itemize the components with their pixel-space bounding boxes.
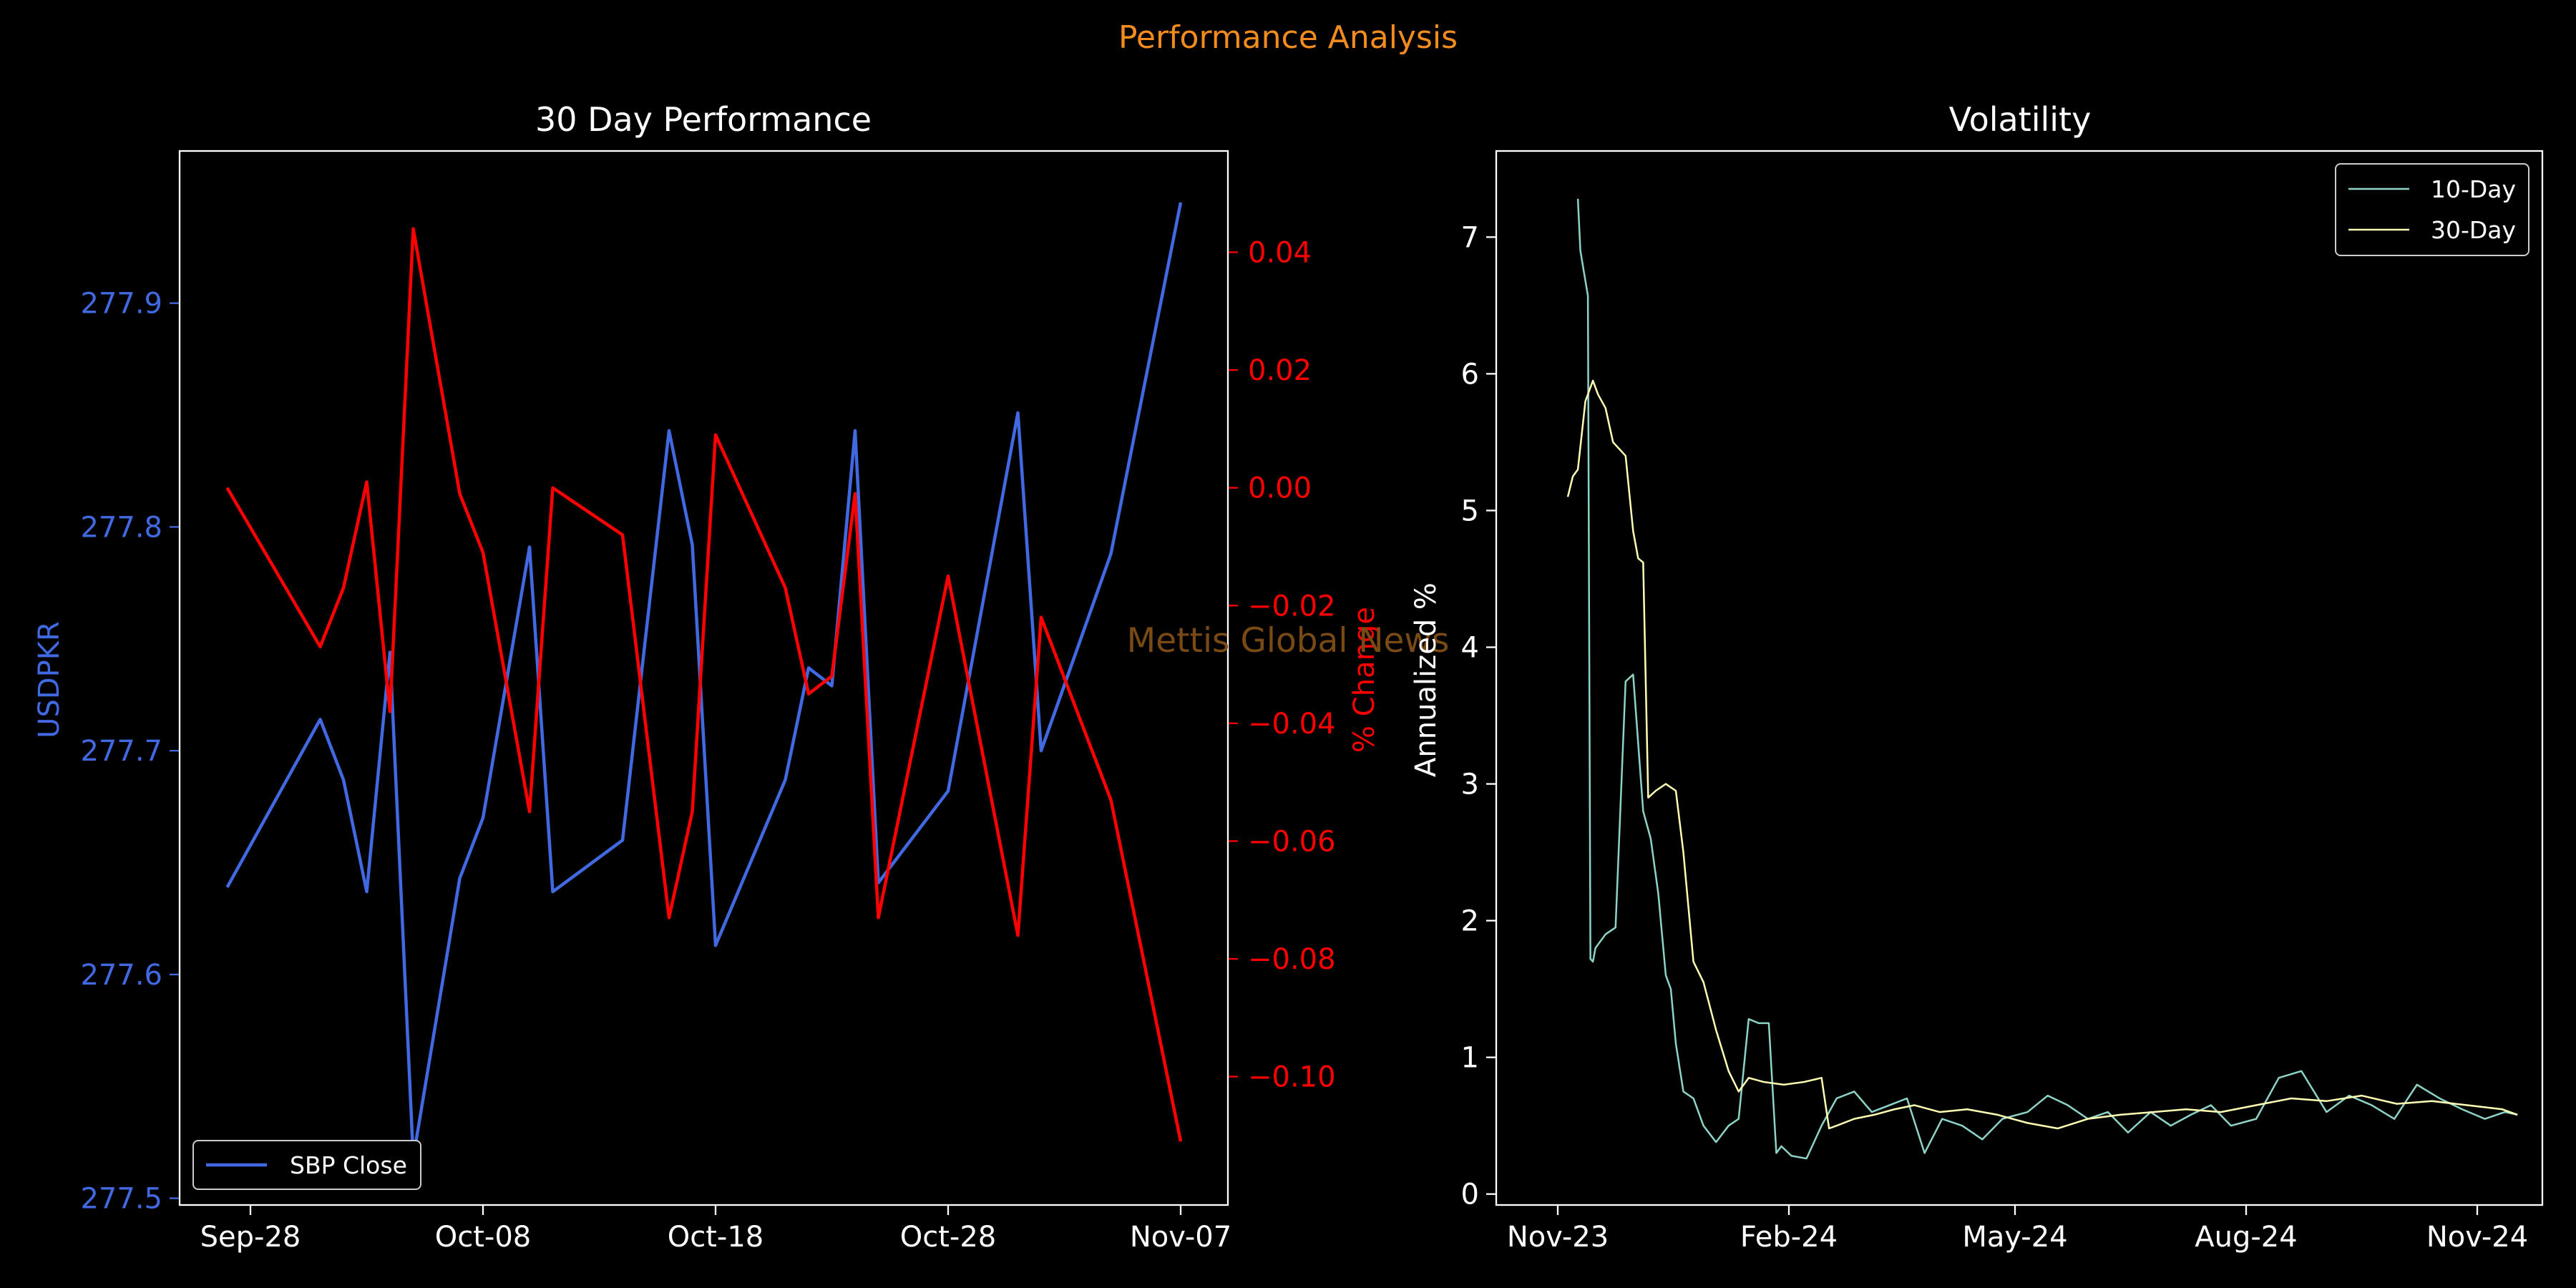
y-tick-label: 3 xyxy=(1461,769,1479,801)
y2-tick-label: 0.02 xyxy=(1248,354,1312,387)
series-line-sbp-close xyxy=(225,202,1183,1160)
performance-legend: SBP Close xyxy=(192,1140,421,1190)
volatility-panel: Volatility Annualized % Nov-23 Feb-24 May-… xyxy=(1410,100,2544,1254)
volatility-lines xyxy=(1566,198,2518,1160)
volatility-plot-frame xyxy=(1495,150,2544,1206)
series-line-10-day xyxy=(1576,198,2518,1160)
series-line-30-day xyxy=(1566,379,2518,1130)
volatility-ticks: Nov-23 Feb-24 May-24 Aug-24 Nov-24 0 1 2 3 4 5 6 7 xyxy=(1461,221,2529,1254)
x-tick-label: Feb-24 xyxy=(1740,1221,1838,1254)
y2-tick-label: 0.00 xyxy=(1248,472,1312,505)
volatility-title: Volatility xyxy=(1949,100,2092,139)
y2-tick-label: −0.02 xyxy=(1248,590,1336,623)
x-tick-label: May-24 xyxy=(1962,1221,2067,1254)
x-tick-label: Nov-07 xyxy=(1130,1221,1231,1254)
legend-label-10-day: 10-Day xyxy=(2431,175,2516,203)
legend-box xyxy=(192,1140,421,1190)
y2-tick-label: −0.04 xyxy=(1248,708,1336,741)
volatility-legend: 10-Day 30-Day xyxy=(2335,163,2529,256)
performance-ticks: Sep-28 Oct-08 Oct-18 Oct-28 Nov-07 277.5 277.6… xyxy=(80,237,1335,1254)
series-line-pct-change xyxy=(225,227,1183,1142)
y2-tick-label: −0.08 xyxy=(1248,943,1336,976)
y2-tick-label: 0.04 xyxy=(1248,237,1312,270)
pct-change-axis-label: % Change xyxy=(1348,607,1381,753)
y2-tick-label: −0.06 xyxy=(1248,825,1336,858)
y-tick-label: 277.8 xyxy=(80,511,162,544)
x-tick-label: Oct-28 xyxy=(900,1221,997,1254)
watermark: Mettis Global News xyxy=(1127,621,1450,660)
y-tick-label: 4 xyxy=(1461,632,1479,665)
annualized-axis-label: Annualized % xyxy=(1410,582,1443,777)
x-tick-label: Nov-24 xyxy=(2426,1221,2528,1254)
x-tick-label: Nov-23 xyxy=(1507,1221,1609,1254)
y-tick-label: 277.6 xyxy=(80,959,162,992)
performance-lines xyxy=(225,202,1183,1160)
y-tick-label: 277.5 xyxy=(80,1183,162,1216)
x-tick-label: Sep-28 xyxy=(200,1221,301,1254)
y-tick-label: 0 xyxy=(1461,1179,1479,1211)
y-tick-label: 6 xyxy=(1461,358,1479,391)
legend-label-sbp-close: SBP Close xyxy=(290,1151,407,1179)
x-tick-label: Aug-24 xyxy=(2195,1221,2297,1254)
usdpkr-axis-label: USDPKR xyxy=(33,621,66,738)
performance-title: 30 Day Performance xyxy=(535,100,872,139)
y2-tick-label: −0.10 xyxy=(1248,1061,1336,1094)
y-tick-label: 277.9 xyxy=(80,288,162,321)
x-tick-label: Oct-18 xyxy=(668,1221,764,1254)
performance-plot-frame xyxy=(178,150,1229,1206)
chart-suptitle: Performance Analysis xyxy=(1118,19,1458,56)
legend-label-30-day: 30-Day xyxy=(2431,216,2516,244)
y-tick-label: 7 xyxy=(1461,221,1479,254)
legend-box xyxy=(2335,163,2529,256)
x-tick-label: Oct-08 xyxy=(435,1221,532,1254)
y-tick-label: 277.7 xyxy=(80,735,162,768)
y-tick-label: 2 xyxy=(1461,905,1479,938)
performance-panel: 30 Day Performance USDPKR % Change Sep-2… xyxy=(33,100,1381,1254)
y-tick-label: 1 xyxy=(1461,1042,1479,1075)
y-tick-label: 5 xyxy=(1461,494,1479,527)
